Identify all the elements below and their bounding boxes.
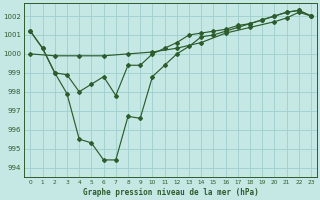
X-axis label: Graphe pression niveau de la mer (hPa): Graphe pression niveau de la mer (hPa) (83, 188, 259, 197)
